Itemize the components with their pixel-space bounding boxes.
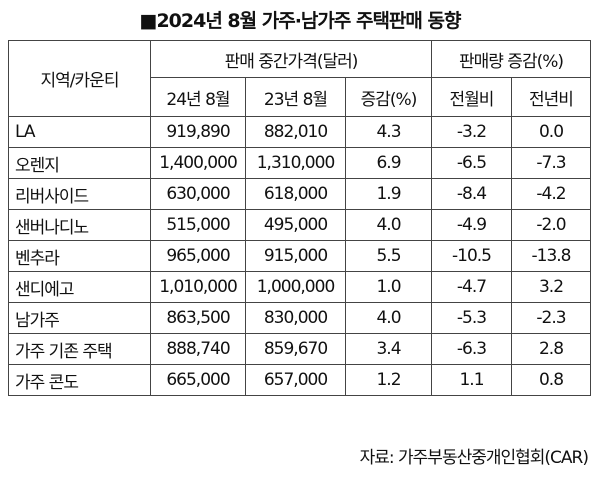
price-2023-08-cell: 1,000,000 xyxy=(245,271,346,303)
mom-change-cell: 1.1 xyxy=(431,364,512,396)
price-group-header: 판매 중간가격(달러) xyxy=(150,40,432,78)
price-2023-08-cell: 830,000 xyxy=(245,302,346,334)
mom-change-cell: -5.3 xyxy=(431,302,512,334)
mom-change-cell: -6.5 xyxy=(431,147,512,179)
price-change-cell: 5.5 xyxy=(345,240,432,272)
table-body: LA 919,890 882,010 4.3 -3.2 0.0 오렌지 1,400,000 1,… xyxy=(8,116,591,396)
price-change-cell: 1.9 xyxy=(345,178,432,210)
yoy-change-cell: -13.8 xyxy=(511,240,591,272)
price-2024-08-cell: 919,890 xyxy=(150,116,246,148)
table-row: 가주 콘도 665,000 657,000 1.2 1.1 0.8 xyxy=(8,364,591,396)
yoy-change-cell: 2.8 xyxy=(511,333,591,365)
table-row: 벤추라 965,000 915,000 5.5 -10.5 -13.8 xyxy=(8,240,591,272)
region-cell: 가주 기존 주택 xyxy=(8,333,151,365)
housing-sales-table: 지역/카운티 판매 중간가격(달러) 판매량 증감(%) 24년 8월 23년 … xyxy=(8,40,591,396)
mom-change-cell: -3.2 xyxy=(431,116,512,148)
yoy-change-cell: -7.3 xyxy=(511,147,591,179)
table-row: 가주 기존 주택 888,740 859,670 3.4 -6.3 2.8 xyxy=(8,333,591,365)
header-row-sub: 24년 8월 23년 8월 증감(%) 전월비 전년비 xyxy=(9,77,591,117)
mom-change-cell: -6.3 xyxy=(431,333,512,365)
region-cell: 가주 콘도 xyxy=(8,364,151,396)
price-2024-08-cell: 515,000 xyxy=(150,209,246,241)
region-cell: 샌버나디노 xyxy=(8,209,151,241)
source-note: 자료: 가주부동산중개인협회(CAR) xyxy=(359,448,589,468)
sub-header-yoy: 전년비 xyxy=(511,77,591,117)
table-row: 남가주 863,500 830,000 4.0 -5.3 -2.3 xyxy=(8,302,591,334)
chart-title: ■2024년 8월 가주·남가주 주택판매 동향 xyxy=(139,10,462,32)
yoy-change-cell: -2.3 xyxy=(511,302,591,334)
price-2023-08-cell: 618,000 xyxy=(245,178,346,210)
region-header: 지역/카운티 xyxy=(8,40,151,117)
table-row: LA 919,890 882,010 4.3 -3.2 0.0 xyxy=(8,116,591,148)
table-row: 오렌지 1,400,000 1,310,000 6.9 -6.5 -7.3 xyxy=(8,147,591,179)
price-change-cell: 3.4 xyxy=(345,333,432,365)
price-2023-08-cell: 859,670 xyxy=(245,333,346,365)
table-row: 샌버나디노 515,000 495,000 4.0 -4.9 -2.0 xyxy=(8,209,591,241)
price-2024-08-cell: 1,010,000 xyxy=(150,271,246,303)
yoy-change-cell: -4.2 xyxy=(511,178,591,210)
volume-group-header: 판매량 증감(%) xyxy=(431,40,591,78)
table-row: 샌디에고 1,010,000 1,000,000 1.0 -4.7 3.2 xyxy=(8,271,591,303)
region-cell: 오렌지 xyxy=(8,147,151,179)
yoy-change-cell: 0.8 xyxy=(511,364,591,396)
price-2024-08-cell: 630,000 xyxy=(150,178,246,210)
price-change-cell: 1.0 xyxy=(345,271,432,303)
sub-header-2024-08: 24년 8월 xyxy=(150,77,246,117)
yoy-change-cell: -2.0 xyxy=(511,209,591,241)
price-2023-08-cell: 1,310,000 xyxy=(245,147,346,179)
table-row: 리버사이드 630,000 618,000 1.9 -8.4 -4.2 xyxy=(8,178,591,210)
yoy-change-cell: 3.2 xyxy=(511,271,591,303)
price-2023-08-cell: 657,000 xyxy=(245,364,346,396)
price-change-cell: 4.0 xyxy=(345,209,432,241)
sub-header-mom: 전월비 xyxy=(431,77,512,117)
mom-change-cell: -4.9 xyxy=(431,209,512,241)
price-2024-08-cell: 888,740 xyxy=(150,333,246,365)
sub-header-price-change: 증감(%) xyxy=(345,77,432,117)
price-2024-08-cell: 863,500 xyxy=(150,302,246,334)
price-2024-08-cell: 665,000 xyxy=(150,364,246,396)
price-change-cell: 4.3 xyxy=(345,116,432,148)
price-2024-08-cell: 965,000 xyxy=(150,240,246,272)
mom-change-cell: -10.5 xyxy=(431,240,512,272)
region-cell: LA xyxy=(8,116,151,148)
price-2023-08-cell: 915,000 xyxy=(245,240,346,272)
price-change-cell: 4.0 xyxy=(345,302,432,334)
price-change-cell: 1.2 xyxy=(345,364,432,396)
header-row-group: 지역/카운티 판매 중간가격(달러) 판매량 증감(%) xyxy=(8,40,591,117)
region-cell: 샌디에고 xyxy=(8,271,151,303)
region-cell: 리버사이드 xyxy=(8,178,151,210)
region-cell: 남가주 xyxy=(8,302,151,334)
price-change-cell: 6.9 xyxy=(345,147,432,179)
price-2023-08-cell: 495,000 xyxy=(245,209,346,241)
sub-header-2023-08: 23년 8월 xyxy=(245,77,346,117)
price-2024-08-cell: 1,400,000 xyxy=(150,147,246,179)
mom-change-cell: -4.7 xyxy=(431,271,512,303)
mom-change-cell: -8.4 xyxy=(431,178,512,210)
yoy-change-cell: 0.0 xyxy=(511,116,591,148)
region-cell: 벤추라 xyxy=(8,240,151,272)
price-2023-08-cell: 882,010 xyxy=(245,116,346,148)
